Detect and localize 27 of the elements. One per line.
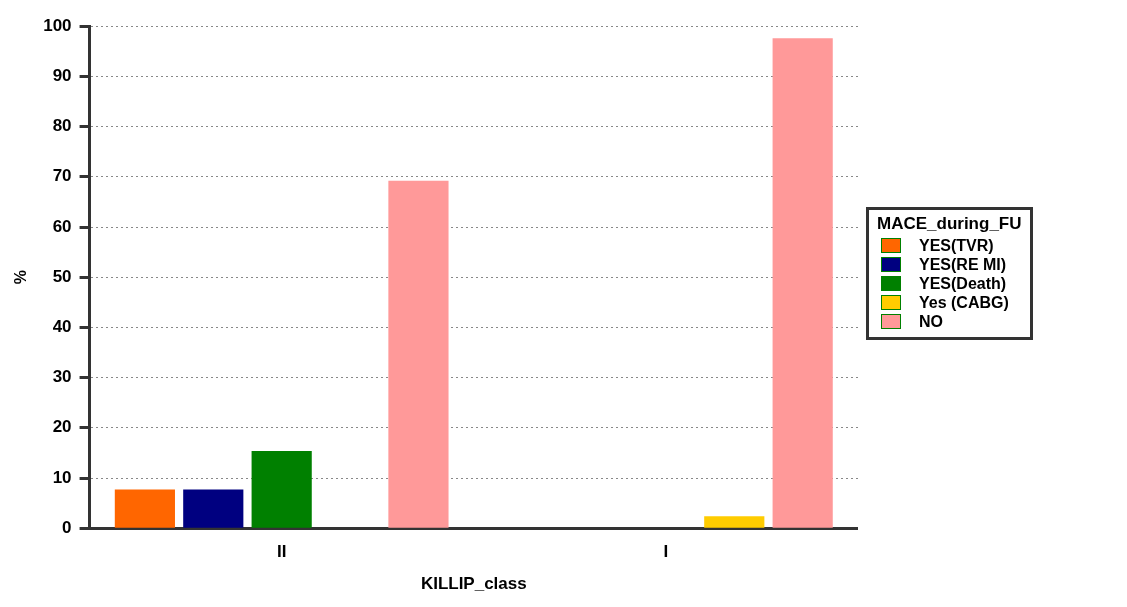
y-tick-label: 30 bbox=[52, 367, 72, 387]
y-tick-label: 50 bbox=[52, 266, 72, 286]
bar bbox=[114, 489, 175, 528]
legend-label: NO bbox=[919, 312, 943, 331]
bar bbox=[704, 516, 765, 528]
x-axis-title: KILLIP_class bbox=[420, 574, 527, 594]
legend-title: MACE_during_FU bbox=[877, 214, 1022, 234]
legend-label: YES(TVR) bbox=[919, 236, 994, 255]
bar bbox=[772, 38, 833, 528]
legend-label: YES(RE MI) bbox=[919, 255, 1007, 274]
y-tick-label: 70 bbox=[52, 166, 72, 186]
bar bbox=[251, 450, 312, 528]
bar bbox=[183, 489, 244, 528]
y-tick-label: 90 bbox=[52, 66, 72, 86]
x-tick-label: II bbox=[276, 542, 287, 562]
legend-label: Yes (CABG) bbox=[919, 293, 1009, 312]
y-tick-label: 60 bbox=[52, 216, 72, 236]
y-tick-label: 80 bbox=[52, 116, 72, 136]
bar bbox=[388, 180, 449, 528]
y-tick-label: 0 bbox=[62, 517, 72, 537]
legend-label: YES(Death) bbox=[919, 274, 1007, 293]
y-tick-label: 10 bbox=[52, 467, 72, 487]
y-tick-label: 100 bbox=[43, 15, 72, 35]
y-axis-title: % bbox=[12, 270, 30, 285]
y-tick-label: 40 bbox=[52, 317, 72, 337]
x-tick-label: I bbox=[663, 542, 669, 562]
y-tick-label: 20 bbox=[52, 417, 72, 437]
